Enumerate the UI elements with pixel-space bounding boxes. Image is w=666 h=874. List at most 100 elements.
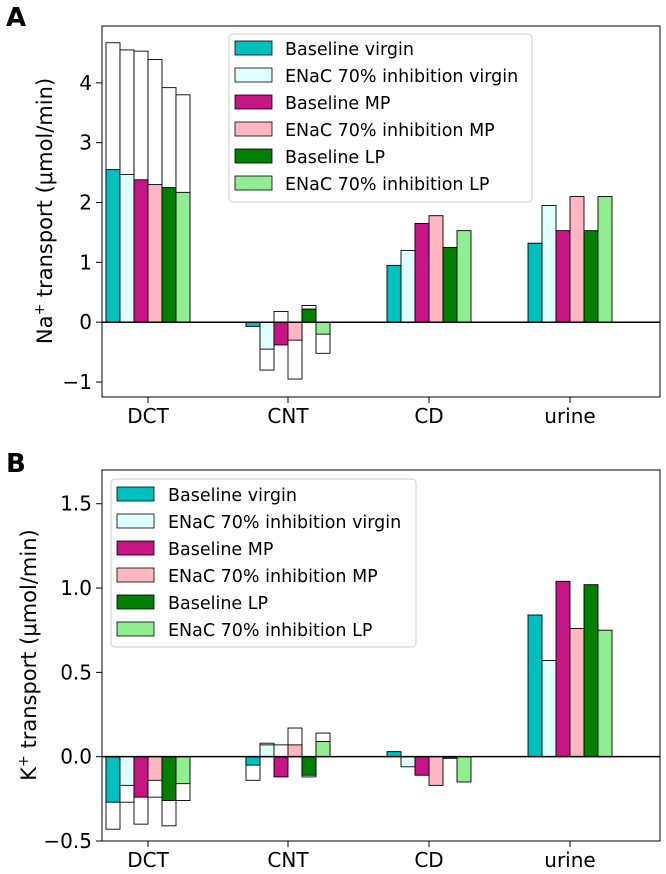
panel-a-bar-enac-70-inhibition-mp-urine — [569, 196, 585, 323]
panel-b-legend-swatch-baseline-mp — [116, 540, 155, 556]
panel-b: B K+ transport (μmol/min) −0.5 0.0 0.5 1.0 1… — [6, 449, 661, 872]
panel-a-legend-swatch-baseline-lp — [234, 148, 273, 164]
panel-a-outline-bar-baseline-mp-cnt — [273, 310, 289, 323]
panel-b-bar-baseline-virgin-dct — [105, 756, 121, 803]
panel-a-bar-baseline-mp-cd — [414, 223, 430, 323]
panel-a-legend-label-baseline-virgin: Baseline virgin — [285, 40, 414, 60]
panel-b-legend-swatch-inhibition-mp — [116, 567, 155, 583]
panel-b-bar-enac-70-inhibition-mp-cd — [428, 756, 444, 786]
panel-a-legend-label-baseline-mp: Baseline MP — [285, 94, 390, 114]
panel-b-ytick-label: 1.5 — [60, 492, 92, 516]
panel-b-bar-enac-70-inhibition-mp-dct — [147, 756, 163, 781]
panel-a-xtick-label-urine: urine — [544, 404, 595, 428]
panel-a-ylabel: Na+ transport (μmol/min) — [32, 78, 57, 344]
panel-a-bar-baseline-virgin-cd — [386, 264, 402, 323]
panel-b-legend-label-baseline-lp: Baseline LP — [168, 594, 268, 614]
panel-a-bar-baseline-lp-cnt — [301, 308, 317, 323]
panel-b-x-axis: DCT CNT CD urine — [127, 841, 596, 872]
panel-b-bar-enac-70-inhibition-virgin-dct — [119, 756, 135, 786]
panel-a-bar-enac-70-inhibition-lp-cnt — [315, 321, 331, 335]
panel-b-bar-baseline-mp-cnt — [273, 756, 289, 778]
panel-a-x-axis: DCT CNT CD urine — [127, 397, 596, 428]
panel-b-ytick-label: 0.0 — [60, 745, 92, 769]
panel-b-bars — [105, 580, 613, 830]
panel-b-bar-enac-70-inhibition-lp-cnt — [315, 741, 331, 758]
panel-a-ytick-label: 1 — [79, 250, 92, 274]
panel-a-bar-enac-70-inhibition-virgin-cnt — [259, 321, 275, 350]
panel-a-legend-swatch-inhibition-virgin — [234, 67, 273, 83]
panel-a-ytick-label: −1 — [63, 370, 92, 394]
panel-a-legend-swatch-baseline-virgin — [234, 40, 273, 56]
panel-a-bar-baseline-lp-urine — [583, 230, 599, 323]
panel-b-bar-baseline-mp-cd — [414, 756, 430, 776]
panel-b-ytick-label: 1.0 — [60, 576, 92, 600]
panel-b-bar-enac-70-inhibition-virgin-urine — [541, 660, 557, 758]
panel-a-xtick-label-cd: CD — [414, 404, 443, 428]
panel-a-legend-swatch-baseline-mp — [234, 94, 273, 110]
panel-a-xtick-label-cnt: CNT — [267, 404, 309, 428]
panel-b-legend-swatch-baseline-lp — [116, 594, 155, 610]
panel-b-y-axis: −0.5 0.0 0.5 1.0 1.5 — [43, 492, 102, 853]
panel-b-legend-box — [110, 478, 417, 648]
panel-a-legend-label-inhibition-virgin: ENaC 70% inhibition virgin — [285, 67, 518, 87]
panel-b-bar-enac-70-inhibition-lp-urine — [597, 629, 613, 758]
panel-a-legend-label-inhibition-mp: ENaC 70% inhibition MP — [285, 121, 495, 141]
panel-b-ylabel: K+ transport (μmol/min) — [16, 529, 41, 780]
panel-b-bar-enac-70-inhibition-mp-cnt — [287, 744, 303, 758]
panel-a-xtick-label-dct: DCT — [127, 404, 169, 428]
panel-a-bar-enac-70-inhibition-lp-cd — [456, 230, 472, 323]
panel-b-legend-label-baseline-mp: Baseline MP — [168, 540, 273, 560]
panel-b-legend: Baseline virgin ENaC 70% inhibition virg… — [110, 478, 417, 648]
panel-a-bar-enac-70-inhibition-virgin-urine — [541, 205, 557, 323]
panel-a-legend-box — [228, 33, 533, 203]
panel-b-bar-baseline-virgin-cnt — [245, 756, 261, 766]
panel-b-bar-baseline-virgin-urine — [527, 614, 543, 758]
panel-a-legend-label-inhibition-lp: ENaC 70% inhibition LP — [285, 175, 489, 195]
panel-a-bar-enac-70-inhibition-virgin-dct — [119, 173, 135, 323]
panel-a-label: A — [6, 3, 26, 33]
panel-b-legend-swatch-inhibition-virgin — [116, 513, 155, 529]
panel-b-legend-swatch-inhibition-lp — [116, 621, 155, 637]
panel-a-ytick-label: 4 — [79, 71, 92, 95]
panel-a: A Na+ transport (μmol/min) −1 0 1 2 3 4 DCT CN… — [6, 3, 661, 428]
panel-b-bar-baseline-mp-dct — [133, 756, 149, 798]
panel-b-xtick-label-cnt: CNT — [267, 848, 309, 872]
panel-a-bar-baseline-mp-cnt — [273, 321, 289, 346]
panel-b-legend-label-inhibition-lp: ENaC 70% inhibition LP — [168, 621, 372, 641]
panel-b-outline-bar-baseline-mp-cnt — [273, 744, 289, 758]
panel-b-ytick-label: 0.5 — [60, 660, 92, 684]
panel-b-xtick-label-cd: CD — [414, 848, 443, 872]
panel-b-bar-baseline-lp-cnt — [301, 756, 317, 776]
panel-a-bar-baseline-mp-urine — [555, 230, 571, 323]
panel-a-ytick-label: 3 — [79, 131, 92, 155]
panel-a-ytick-label: 0 — [79, 310, 92, 334]
panel-a-bar-enac-70-inhibition-lp-dct — [175, 191, 191, 323]
panel-a-legend-swatch-inhibition-lp — [234, 175, 273, 191]
panel-a-legend-label-baseline-lp: Baseline LP — [285, 148, 385, 168]
panel-b-legend-swatch-baseline-virgin — [116, 486, 155, 502]
panel-a-bar-baseline-mp-dct — [133, 179, 149, 323]
panel-b-ytick-label: −0.5 — [43, 829, 92, 853]
panel-a-legend: Baseline virgin ENaC 70% inhibition virg… — [228, 33, 533, 203]
panel-a-legend-swatch-inhibition-mp — [234, 121, 273, 137]
panel-b-bar-baseline-mp-urine — [555, 580, 571, 758]
panel-a-frame — [101, 25, 661, 398]
panel-b-bar-enac-70-inhibition-virgin-cnt — [259, 744, 275, 758]
panel-b-bar-enac-70-inhibition-lp-dct — [175, 756, 191, 785]
panel-b-legend-label-baseline-virgin: Baseline virgin — [168, 486, 297, 506]
panel-a-bar-enac-70-inhibition-lp-urine — [597, 196, 613, 323]
panel-b-bar-baseline-virgin-cd — [386, 751, 402, 758]
panel-b-legend-label-inhibition-virgin: ENaC 70% inhibition virgin — [168, 513, 401, 533]
panel-a-bar-enac-70-inhibition-mp-cd — [428, 215, 444, 323]
panel-b-bar-enac-70-inhibition-lp-cd — [456, 756, 472, 783]
panel-a-bar-enac-70-inhibition-virgin-cd — [400, 249, 416, 323]
panel-b-xtick-label-dct: DCT — [127, 848, 169, 872]
panel-a-bar-baseline-virgin-dct — [105, 169, 121, 323]
panel-a-bar-enac-70-inhibition-mp-dct — [147, 184, 163, 323]
panel-a-bar-baseline-lp-dct — [161, 187, 177, 323]
panel-b-xtick-label-urine: urine — [544, 848, 595, 872]
panel-a-ytick-label: 2 — [79, 191, 92, 215]
panel-b-legend-label-inhibition-mp: ENaC 70% inhibition MP — [168, 567, 378, 587]
panel-b-bar-enac-70-inhibition-mp-urine — [569, 628, 585, 758]
